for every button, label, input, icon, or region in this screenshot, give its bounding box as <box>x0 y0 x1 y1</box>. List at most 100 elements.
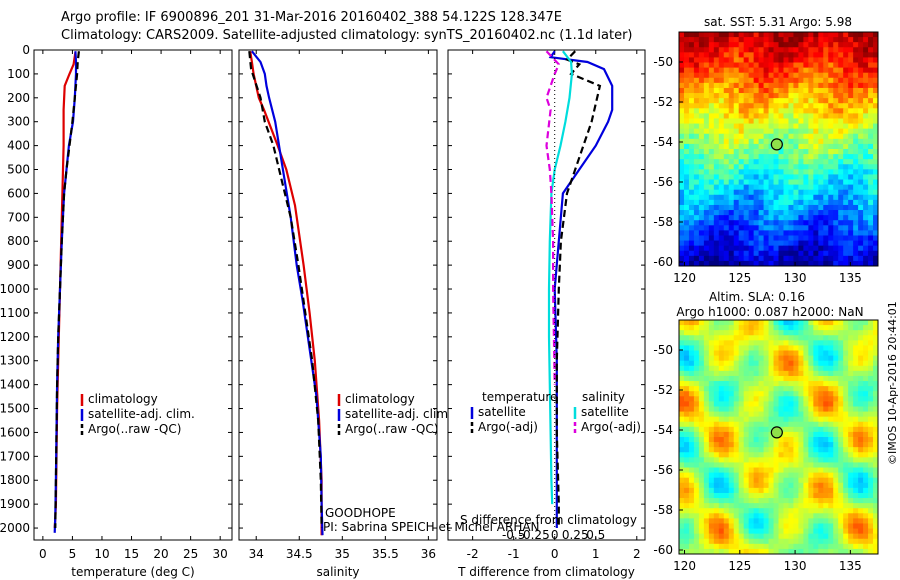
map-cell <box>723 462 730 469</box>
map-cell <box>713 492 720 499</box>
map-cell <box>679 240 685 247</box>
map-cell <box>713 365 720 372</box>
map-cell <box>803 230 809 237</box>
map-cell <box>768 225 775 231</box>
map-cell <box>808 330 814 336</box>
map-cell <box>808 421 814 428</box>
map-cell <box>778 452 785 458</box>
map-cell <box>683 447 690 453</box>
map-cell <box>718 416 725 423</box>
map-cell <box>679 335 685 341</box>
map-cell <box>858 365 864 372</box>
map-cell <box>788 320 795 326</box>
map-cell <box>758 320 765 326</box>
map-cell <box>873 533 878 540</box>
map-cell <box>743 533 750 540</box>
map-cell <box>828 477 834 484</box>
map-cell <box>753 199 760 206</box>
map-cell <box>723 401 730 408</box>
map-cell <box>718 194 725 201</box>
map-cell <box>753 72 760 79</box>
map-cell <box>783 375 790 382</box>
map-cell <box>848 330 854 336</box>
map-cell <box>838 250 844 257</box>
map-cell <box>798 93 804 99</box>
s-tick-label: -0.5 <box>502 528 525 542</box>
map-cell <box>778 210 785 216</box>
map-cell <box>693 230 700 237</box>
map-cell <box>763 159 770 165</box>
map-cell <box>863 199 869 206</box>
map-cell <box>818 492 824 499</box>
map-cell <box>773 255 780 262</box>
map-cell <box>843 355 849 362</box>
map-cell <box>723 411 730 418</box>
map-cell <box>693 503 700 509</box>
map-cell <box>723 138 730 145</box>
map-cell <box>873 37 878 43</box>
map-cell <box>723 245 730 252</box>
map-cell <box>803 391 809 397</box>
map-cell <box>743 93 750 99</box>
map-y-tick-label: -52 <box>653 95 673 109</box>
map-cell <box>823 492 829 499</box>
map-cell <box>758 426 765 433</box>
map-cell <box>808 340 814 347</box>
map-cell <box>873 154 878 160</box>
map-cell <box>723 416 730 423</box>
map-cell <box>753 159 760 165</box>
map-cell <box>763 416 770 423</box>
map-cell <box>853 381 859 387</box>
map-cell <box>723 169 730 176</box>
map-cell <box>778 220 785 226</box>
map-cell <box>823 189 829 196</box>
map-cell <box>743 345 750 352</box>
map-cell <box>808 447 814 453</box>
map-cell <box>843 154 849 160</box>
map-cell <box>793 138 799 145</box>
map-cell <box>793 457 799 464</box>
map-cell <box>708 118 715 125</box>
map-cell <box>713 396 720 402</box>
map-cell <box>768 108 775 114</box>
map-cell <box>723 215 730 221</box>
map-cell <box>718 133 725 140</box>
map-cell <box>763 472 770 479</box>
map-cell <box>873 482 878 489</box>
map-cell <box>813 340 819 347</box>
map-cell <box>843 143 849 150</box>
x-tick-label: 2 <box>633 547 641 561</box>
map-cell <box>768 37 775 43</box>
map-cell <box>858 133 864 140</box>
map-cell <box>713 355 720 362</box>
map-cell <box>748 421 755 428</box>
map-cell <box>783 391 790 397</box>
map-cell <box>853 154 859 160</box>
map-cell <box>808 169 814 176</box>
map-cell <box>758 528 765 535</box>
map-cell <box>853 350 859 357</box>
map-cell <box>793 498 799 504</box>
map-cell <box>693 260 700 266</box>
map-cell <box>873 179 878 186</box>
map-cell <box>763 386 770 392</box>
map-cell <box>679 548 685 554</box>
map-cell <box>748 386 755 392</box>
map-cell <box>723 184 730 191</box>
map-cell <box>788 108 795 114</box>
map-cell <box>738 159 745 165</box>
map-cell <box>733 442 740 448</box>
map-cell <box>838 355 844 362</box>
map-cell <box>753 492 760 499</box>
map-cell <box>758 396 765 402</box>
map-cell <box>823 416 829 423</box>
map-cell <box>843 169 849 176</box>
map-cell <box>738 513 745 519</box>
map-cell <box>778 179 785 186</box>
map-cell <box>743 457 750 464</box>
map-cell <box>753 250 760 257</box>
map-cell <box>783 108 790 114</box>
map-cell <box>763 133 770 140</box>
map-cell <box>708 225 715 231</box>
map-cell <box>773 477 780 484</box>
